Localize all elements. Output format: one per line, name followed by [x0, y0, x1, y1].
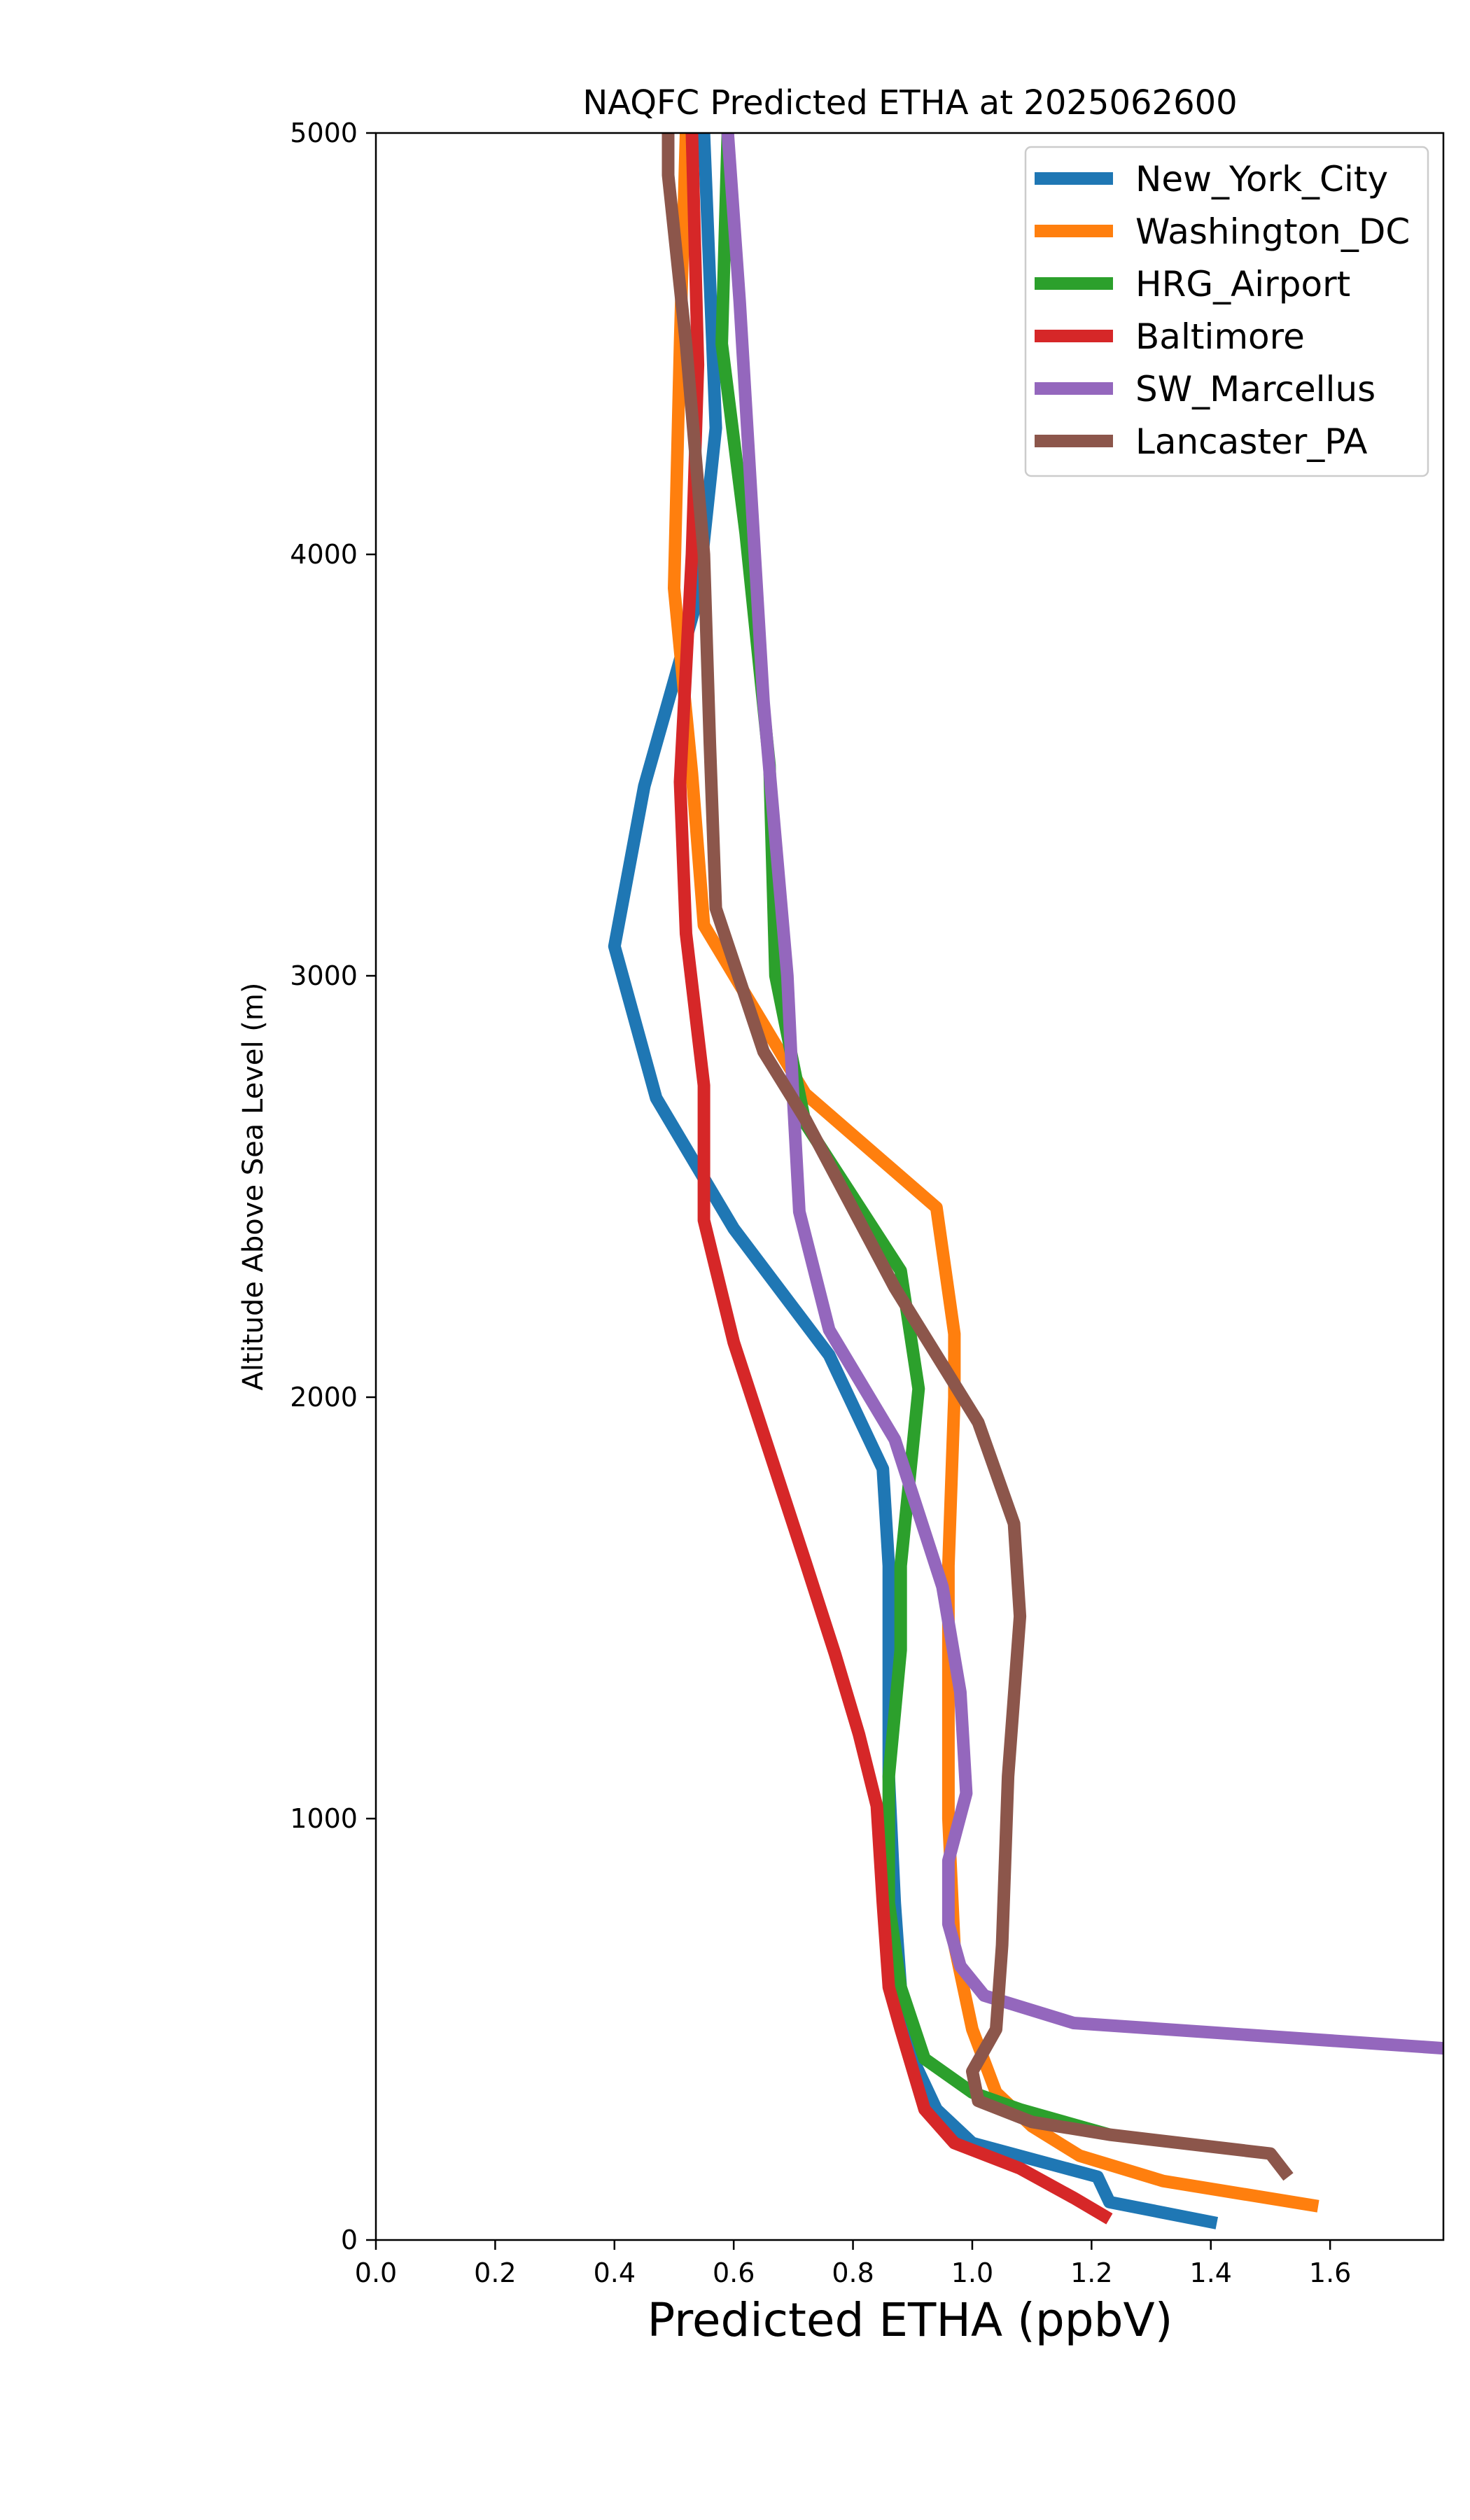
- legend-box: [1024, 146, 1429, 477]
- x-tick-label: 0.2: [474, 2258, 516, 2288]
- x-tick-label: 0.4: [594, 2258, 636, 2288]
- x-axis-label: Predicted ETHA (ppbV): [648, 2293, 1173, 2347]
- x-tick-label: 0.6: [713, 2258, 755, 2288]
- series-line-washington-dc: [668, 133, 1320, 2213]
- y-axis: 0 1000 2000 3000 4000 5000: [290, 118, 376, 2255]
- series-layer: [608, 133, 1443, 2230]
- x-axis: 0.0 0.2 0.4 0.6 0.8 1.0 1.2 1.4 1.6: [355, 2240, 1351, 2288]
- y-axis-label: Altitude Above Sea Level (m): [237, 983, 270, 1391]
- y-tick-label: 5000: [290, 118, 358, 148]
- y-tick-label: 4000: [290, 539, 358, 570]
- y-tick-label: 0: [341, 2225, 358, 2255]
- series-line-baltimore: [673, 133, 1113, 2225]
- legend-entries: New_York_City Washington_DC HRG_Airport Bal…: [1035, 159, 1410, 462]
- y-tick-label: 2000: [290, 1382, 358, 1413]
- legend-label: New_York_City: [1135, 159, 1388, 200]
- plot-frame: [374, 132, 1445, 2241]
- legend-label: SW_Marcellus: [1135, 369, 1376, 410]
- x-tick-label: 1.2: [1070, 2258, 1112, 2288]
- x-tick-label: 1.6: [1309, 2258, 1351, 2288]
- legend-label: Washington_DC: [1135, 211, 1410, 252]
- x-tick-label: 1.4: [1190, 2258, 1232, 2288]
- x-tick-label: 0.0: [355, 2258, 397, 2288]
- legend: New_York_City Washington_DC HRG_Airport Bal…: [1024, 146, 1429, 477]
- x-tick-label: 0.8: [832, 2258, 874, 2288]
- chart-title: NAQFC Predicted ETHA at 2025062600: [582, 83, 1237, 122]
- series-line-new-york-city: [608, 133, 1219, 2230]
- series-line-sw-marcellus: [721, 133, 1443, 2055]
- series-line-lancaster-pa: [662, 133, 1294, 2181]
- y-tick-label: 1000: [290, 1803, 358, 1834]
- x-tick-label: 1.0: [951, 2258, 993, 2288]
- y-tick-label: 3000: [290, 960, 358, 991]
- legend-label: Baltimore: [1135, 316, 1305, 357]
- legend-label: Lancaster_PA: [1135, 421, 1367, 462]
- legend-label: HRG_Airport: [1135, 264, 1350, 304]
